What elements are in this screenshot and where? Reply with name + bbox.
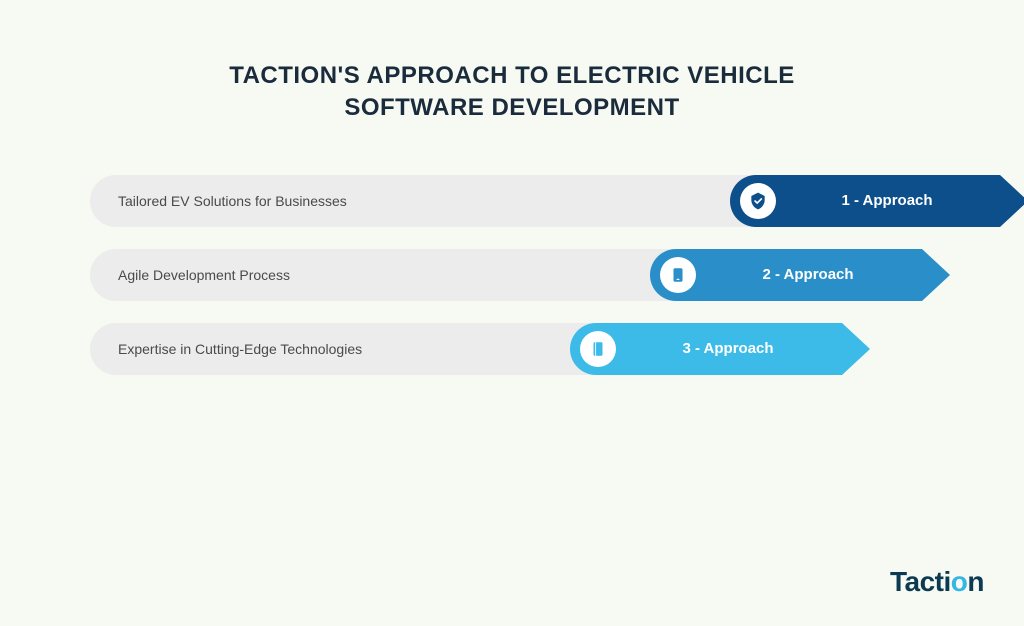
arrow-body: 3 - Approach [570, 323, 842, 375]
arrow-tip [1000, 175, 1024, 227]
arrow-label: 2 - Approach [724, 266, 892, 283]
approach-rows: Tailored EV Solutions for Businesses 1 -… [0, 175, 1024, 375]
logo-tail: n [967, 566, 984, 597]
arrow-label: 3 - Approach [644, 340, 812, 357]
device-icon [660, 257, 696, 293]
arrow-body: 1 - Approach [730, 175, 1000, 227]
approach-row-2: Agile Development Process 2 - Approach [90, 249, 1024, 301]
arrow-tip [922, 249, 950, 301]
row-arrow: 3 - Approach [570, 323, 870, 375]
title-line-1: TACTION'S APPROACH TO ELECTRIC VEHICLE [0, 60, 1024, 92]
logo-main: Tacti [890, 566, 951, 597]
shield-check-icon [740, 183, 776, 219]
book-icon [580, 331, 616, 367]
title-line-2: SOFTWARE DEVELOPMENT [0, 92, 1024, 124]
approach-row-1: Tailored EV Solutions for Businesses 1 -… [90, 175, 1024, 227]
row-label: Agile Development Process [118, 267, 290, 283]
brand-logo: Taction [890, 566, 984, 598]
arrow-body: 2 - Approach [650, 249, 922, 301]
title-block: TACTION'S APPROACH TO ELECTRIC VEHICLE S… [0, 0, 1024, 175]
row-arrow: 2 - Approach [650, 249, 950, 301]
row-arrow: 1 - Approach [730, 175, 1024, 227]
row-label: Expertise in Cutting-Edge Technologies [118, 341, 362, 357]
row-label: Tailored EV Solutions for Businesses [118, 193, 347, 209]
logo-accent: o [951, 566, 968, 597]
approach-row-3: Expertise in Cutting-Edge Technologies 3… [90, 323, 1024, 375]
arrow-tip [842, 323, 870, 375]
arrow-label: 1 - Approach [804, 192, 970, 209]
